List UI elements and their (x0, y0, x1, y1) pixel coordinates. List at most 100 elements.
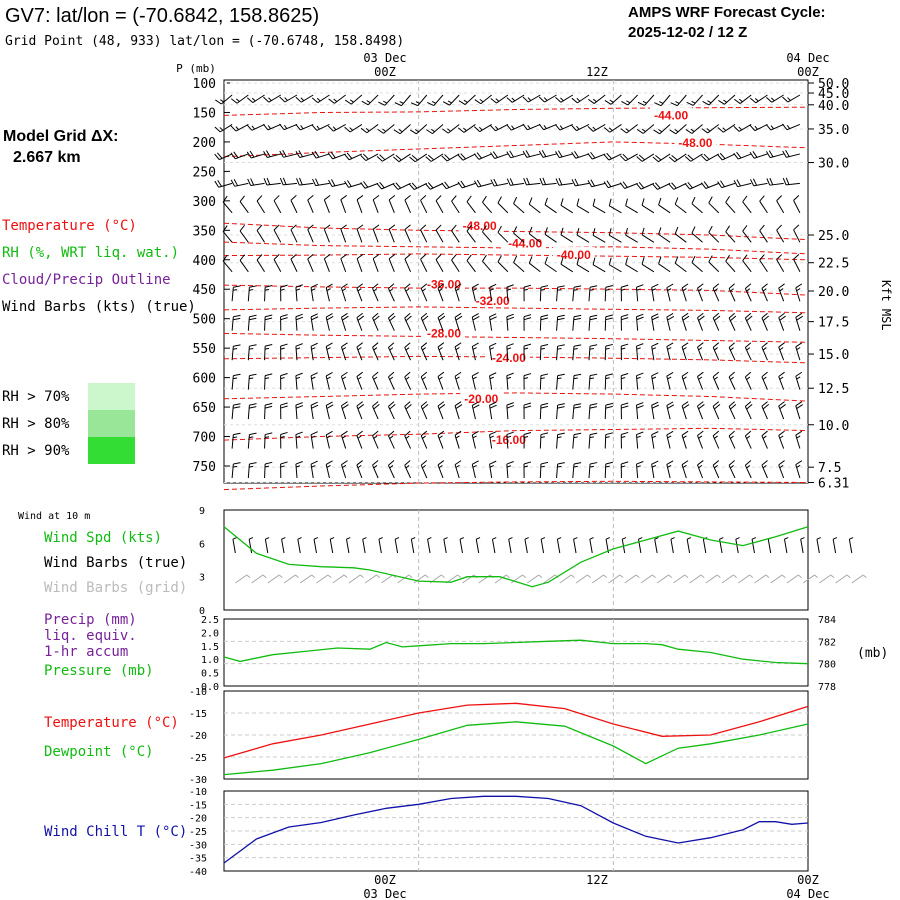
windchill-line (223, 795, 809, 864)
xsec-wind-barb-flag (686, 101, 694, 106)
xsec-wind-barb-flag (357, 404, 365, 410)
xsec-wind-barb-flag (603, 181, 609, 188)
wind-true-barb (800, 539, 804, 554)
xsec-wind-barb-flag (249, 432, 257, 436)
xsec-wind-barb (310, 375, 314, 390)
xsec-wind-barb-half (489, 347, 495, 350)
xsec-wind-barb-flag (658, 256, 662, 264)
xsec-wind-barb-flag (762, 403, 770, 410)
xsec-wind-barb-flag (388, 194, 396, 201)
xsec-wind-barb-flag (420, 371, 428, 378)
xsec-wind-barb-flag (273, 254, 280, 260)
xsec-wind-barb-half (311, 465, 316, 468)
xsec-wind-barb (489, 287, 493, 302)
xsec-wind-barb (560, 263, 574, 273)
xsec-wind-barb-half (714, 347, 718, 351)
xsec-wind-barb-half (506, 465, 512, 468)
xsec-wind-barb (592, 234, 606, 243)
xsec-wind-barb-half (295, 435, 301, 439)
xsec-wind-barb-flag (372, 342, 379, 348)
xsec-wind-barb-flag (427, 154, 435, 161)
xsec-wind-barb (609, 234, 622, 243)
xsec-wind-barb-flag (373, 403, 380, 410)
xsec-wind-barb-flag (592, 198, 596, 206)
xsec-wind-barb-flag (506, 402, 514, 406)
xsec-wind-barb-flag (523, 373, 532, 377)
xsec-wind-barb (315, 182, 330, 187)
xsec-wind-barb-flag (636, 343, 644, 347)
xsec-wind-barb (323, 229, 330, 243)
xsec-wind-barb (588, 375, 591, 390)
xsec-wind-barb-flag (405, 315, 412, 322)
wind-true-barb (313, 539, 317, 554)
xsec-wind-barb-flag (437, 371, 445, 377)
xsec-wind-barb-flag (636, 284, 644, 288)
xsec-wind-barb-flag (589, 432, 598, 436)
xsec-wind-barb-flag (239, 224, 245, 232)
xsec-wind-barb-flag (668, 183, 675, 190)
wind-grid-barb (689, 574, 702, 584)
xsec-wind-barb-flag (490, 179, 495, 187)
xsec-wind-barb (494, 182, 508, 187)
cycle-value: 2025-12-02 / 12 Z (628, 24, 747, 41)
p-tick-label: 650 (193, 401, 216, 416)
xsec-wind-barb-flag (279, 123, 285, 131)
xsec-wind-barb-flag (742, 195, 748, 203)
xsec-wind-barb-flag (540, 314, 549, 318)
xsec-wind-barb-flag (573, 314, 582, 318)
xsec-wind-barb (604, 375, 607, 390)
xsec-wind-barb-half (295, 288, 301, 291)
xsec-wind-barb (572, 287, 575, 302)
xsec-wind-barb (510, 182, 525, 186)
xsec-wind-barb (576, 124, 590, 132)
xsec-wind-barb-half (605, 465, 610, 468)
xsec-wind-barb (539, 405, 542, 420)
p-tick-label: 100 (193, 77, 216, 92)
xsec-wind-barb-flag (246, 97, 254, 103)
xsec-wind-barb (432, 124, 444, 134)
xsec-wind-barb (641, 234, 655, 243)
chill-y-tick-label: -10 (189, 787, 207, 798)
xsec-wind-barb (247, 434, 250, 449)
xsec-wind-barb (310, 287, 314, 302)
xsec-wind-barb-half (479, 99, 484, 103)
xsec-wind-barb (539, 316, 542, 331)
xsec-wind-barb-half (389, 288, 394, 292)
xsec-wind-barb-flag (697, 283, 704, 289)
top-tick-00z-1: 00Z (374, 65, 396, 79)
xsec-wind-barb-flag (360, 182, 366, 189)
xsec-wind-barb-flag (280, 284, 288, 288)
xsec-wind-barb (506, 375, 509, 390)
xsec-wind-barb-flag (437, 312, 445, 319)
xsec-wind-barb-flag (442, 128, 449, 134)
xsec-wind-barb (340, 258, 347, 272)
xsec-wind-barb (264, 287, 266, 302)
wind-true-barb-half (459, 537, 465, 540)
xsec-wind-barb-flag (605, 317, 613, 321)
xsec-wind-barb-flag (540, 285, 549, 288)
xsec-wind-barb-flag (636, 431, 644, 436)
xsec-wind-barb-flag (372, 401, 379, 407)
xsec-wind-barb-half (609, 99, 614, 103)
xsec-wind-barb (454, 405, 460, 420)
xsec-wind-barb (471, 287, 476, 302)
xsec-wind-barb (576, 205, 590, 214)
xsec-wind-barb-flag (513, 255, 518, 263)
xsec-wind-barb (705, 182, 719, 189)
xsec-wind-barb-flag (795, 312, 803, 318)
xsec-wind-barb-flag (539, 177, 544, 186)
xsec-wind-barb (625, 234, 638, 243)
xsec-wind-barb-half (559, 125, 564, 130)
xsec-wind-barb-half (642, 100, 647, 104)
xsec-wind-barb-half (682, 435, 687, 439)
xsec-wind-barb (588, 316, 591, 331)
wind-barbs-grid-label: Wind Barbs (grid) (44, 580, 187, 596)
xsec-wind-barb-flag (473, 153, 480, 160)
xsec-wind-barb-flag (311, 151, 317, 159)
xsec-wind-barb-half (438, 376, 443, 380)
xsec-wind-barb (506, 405, 509, 420)
xsec-wind-barb (708, 232, 720, 243)
kft-tick-label: 40.0 (818, 99, 849, 114)
isotherm-label-6: -32.00 (476, 294, 510, 308)
